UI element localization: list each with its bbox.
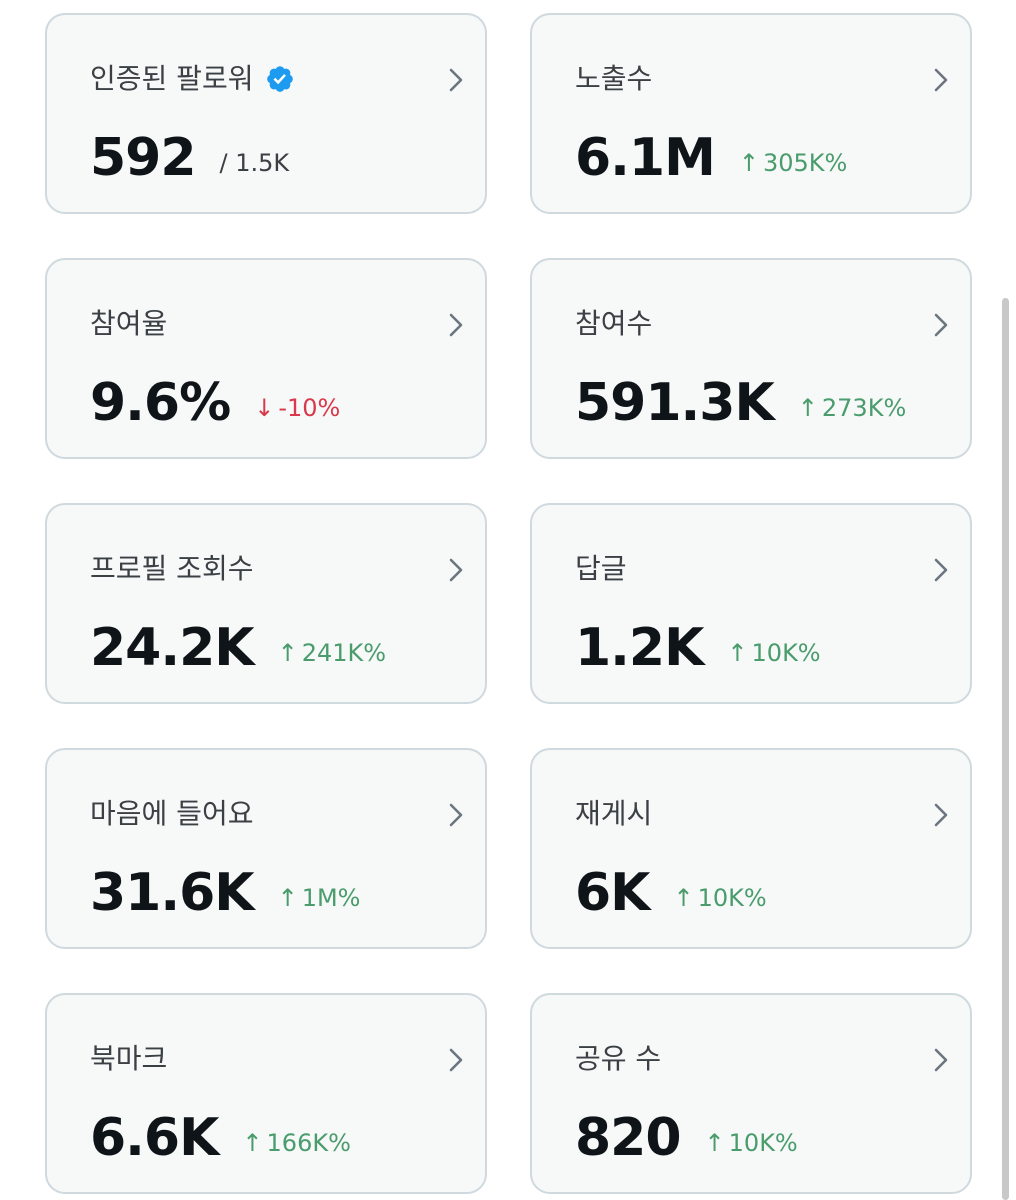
metric-change: ↑ 10K%	[727, 639, 821, 667]
metric-change: ↑ 241K%	[277, 639, 387, 667]
value-row: 6K ↑ 10K%	[575, 860, 767, 926]
metric-total: / 1.5K	[219, 149, 290, 177]
value-row: 24.2K ↑ 241K%	[90, 615, 386, 681]
metric-value: 24.2K	[90, 618, 255, 678]
value-row: 820 ↑ 10K%	[575, 1105, 798, 1171]
chevron-right-icon	[449, 68, 463, 92]
metric-value: 820	[575, 1108, 682, 1168]
value-row: 6.6K ↑ 166K%	[90, 1105, 351, 1171]
card-shares[interactable]: 공유 수 820 ↑ 10K%	[530, 993, 972, 1194]
card-label: 공유 수	[575, 1042, 662, 1075]
metric-value: 9.6%	[90, 373, 231, 433]
card-label: 재게시	[575, 797, 653, 830]
chevron-right-icon	[934, 313, 948, 337]
card-verified-followers[interactable]: 인증된 팔로워 592 / 1.5K	[45, 13, 487, 214]
metric-change: ↑ 273K%	[797, 394, 907, 422]
card-impressions[interactable]: 노출수 6.1M ↑ 305K%	[530, 13, 972, 214]
scrollbar-thumb[interactable]	[1002, 298, 1009, 1200]
value-row: 591.3K ↑ 273K%	[575, 370, 906, 436]
metric-change: ↓ -10%	[254, 394, 341, 422]
metric-change: ↑ 1M%	[277, 884, 361, 912]
metric-change: ↑ 166K%	[242, 1129, 351, 1157]
card-likes[interactable]: 마음에 들어요 31.6K ↑ 1M%	[45, 748, 487, 949]
verified-badge-icon	[267, 66, 294, 92]
arrow-up-icon: ↑	[738, 149, 759, 177]
arrow-up-icon: ↑	[704, 1129, 725, 1157]
metric-value: 31.6K	[90, 863, 255, 923]
card-label: 노출수	[575, 62, 653, 95]
card-engagements[interactable]: 참여수 591.3K ↑ 273K%	[530, 258, 972, 459]
value-row: 592 / 1.5K	[90, 125, 289, 191]
arrow-up-icon: ↑	[727, 639, 748, 667]
card-label: 마음에 들어요	[90, 797, 254, 830]
chevron-right-icon	[934, 803, 948, 827]
arrow-up-icon: ↑	[242, 1129, 263, 1157]
value-row: 31.6K ↑ 1M%	[90, 860, 360, 926]
metric-change: ↑ 10K%	[673, 884, 767, 912]
chevron-right-icon	[934, 1048, 948, 1072]
card-label: 북마크	[90, 1042, 168, 1075]
card-bookmarks[interactable]: 북마크 6.6K ↑ 166K%	[45, 993, 487, 1194]
arrow-up-icon: ↑	[673, 884, 694, 912]
metric-value: 6K	[575, 863, 650, 923]
chevron-right-icon	[449, 803, 463, 827]
value-row: 1.2K ↑ 10K%	[575, 615, 821, 681]
metric-value: 592	[90, 128, 197, 188]
value-row: 6.1M ↑ 305K%	[575, 125, 847, 191]
card-profile-visits[interactable]: 프로필 조회수 24.2K ↑ 241K%	[45, 503, 487, 704]
card-replies[interactable]: 답글 1.2K ↑ 10K%	[530, 503, 972, 704]
arrow-up-icon: ↑	[797, 394, 818, 422]
metric-change: ↑ 10K%	[704, 1129, 798, 1157]
card-label: 프로필 조회수	[90, 552, 254, 585]
card-label: 답글	[575, 552, 627, 585]
metric-value: 6.1M	[575, 128, 716, 188]
metrics-grid: 인증된 팔로워 592 / 1.5K 노출수 6.1M ↑ 305K% 참여율	[45, 13, 972, 1194]
metric-value: 1.2K	[575, 618, 704, 678]
arrow-down-icon: ↓	[254, 394, 275, 422]
chevron-right-icon	[934, 558, 948, 582]
card-label: 참여수	[575, 307, 653, 340]
chevron-right-icon	[449, 558, 463, 582]
card-label: 인증된 팔로워	[90, 59, 295, 99]
card-engagement-rate[interactable]: 참여율 9.6% ↓ -10%	[45, 258, 487, 459]
chevron-right-icon	[449, 1048, 463, 1072]
metric-value: 6.6K	[90, 1108, 219, 1168]
arrow-up-icon: ↑	[277, 639, 298, 667]
card-label: 참여율	[90, 307, 168, 340]
chevron-right-icon	[934, 68, 948, 92]
chevron-right-icon	[449, 313, 463, 337]
value-row: 9.6% ↓ -10%	[90, 370, 340, 436]
card-reposts[interactable]: 재게시 6K ↑ 10K%	[530, 748, 972, 949]
metric-value: 591.3K	[575, 373, 775, 433]
arrow-up-icon: ↑	[277, 884, 298, 912]
metric-change: ↑ 305K%	[738, 149, 848, 177]
